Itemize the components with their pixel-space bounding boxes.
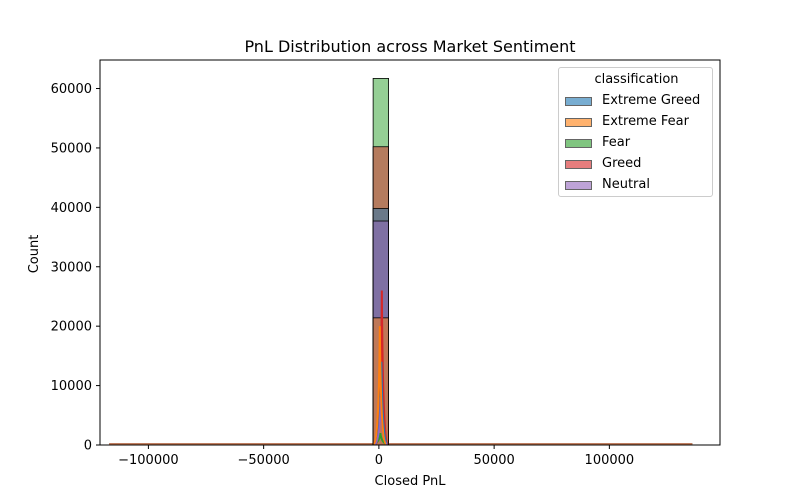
legend-label: Fear [602, 135, 631, 150]
y-tick-label: 30000 [51, 260, 92, 275]
legend-swatch [565, 97, 592, 106]
axes-frame [99, 59, 721, 446]
kde-curve-extreme-fear [373, 326, 387, 445]
y-tick-label: 10000 [51, 379, 92, 394]
legend-swatch [565, 139, 592, 148]
x-tick-label: 50000 [473, 453, 514, 468]
legend-label: Greed [602, 156, 642, 171]
x-tick-label: 0 [375, 453, 383, 468]
y-axis-label: Count [27, 235, 42, 274]
x-tick-label: 100000 [585, 453, 635, 468]
legend: classification Extreme Greed Extreme Fear… [558, 67, 713, 197]
x-axis-label: Closed PnL [375, 474, 447, 489]
y-axis: 0 10000 20000 30000 40000 50000 60000 [51, 82, 100, 454]
y-tick-label: 0 [84, 439, 92, 454]
legend-label: Extreme Greed [602, 93, 701, 108]
legend-label: Extreme Fear [602, 114, 689, 129]
y-tick-label: 60000 [51, 82, 92, 97]
x-tick-label: −100000 [118, 453, 179, 468]
x-axis: −100000 −50000 0 50000 100000 [118, 445, 634, 468]
legend-swatch [565, 160, 592, 169]
legend-title: classification [594, 72, 679, 87]
x-tick-label: −50000 [238, 453, 290, 468]
y-tick-label: 20000 [51, 320, 92, 335]
legend-swatch [565, 181, 592, 190]
y-tick-label: 50000 [51, 141, 92, 156]
legend-label: Neutral [602, 177, 650, 192]
chart-title: PnL Distribution across Market Sentiment [244, 37, 575, 56]
plot-area [109, 78, 693, 446]
y-tick-label: 40000 [51, 201, 92, 216]
legend-swatch [565, 118, 592, 127]
